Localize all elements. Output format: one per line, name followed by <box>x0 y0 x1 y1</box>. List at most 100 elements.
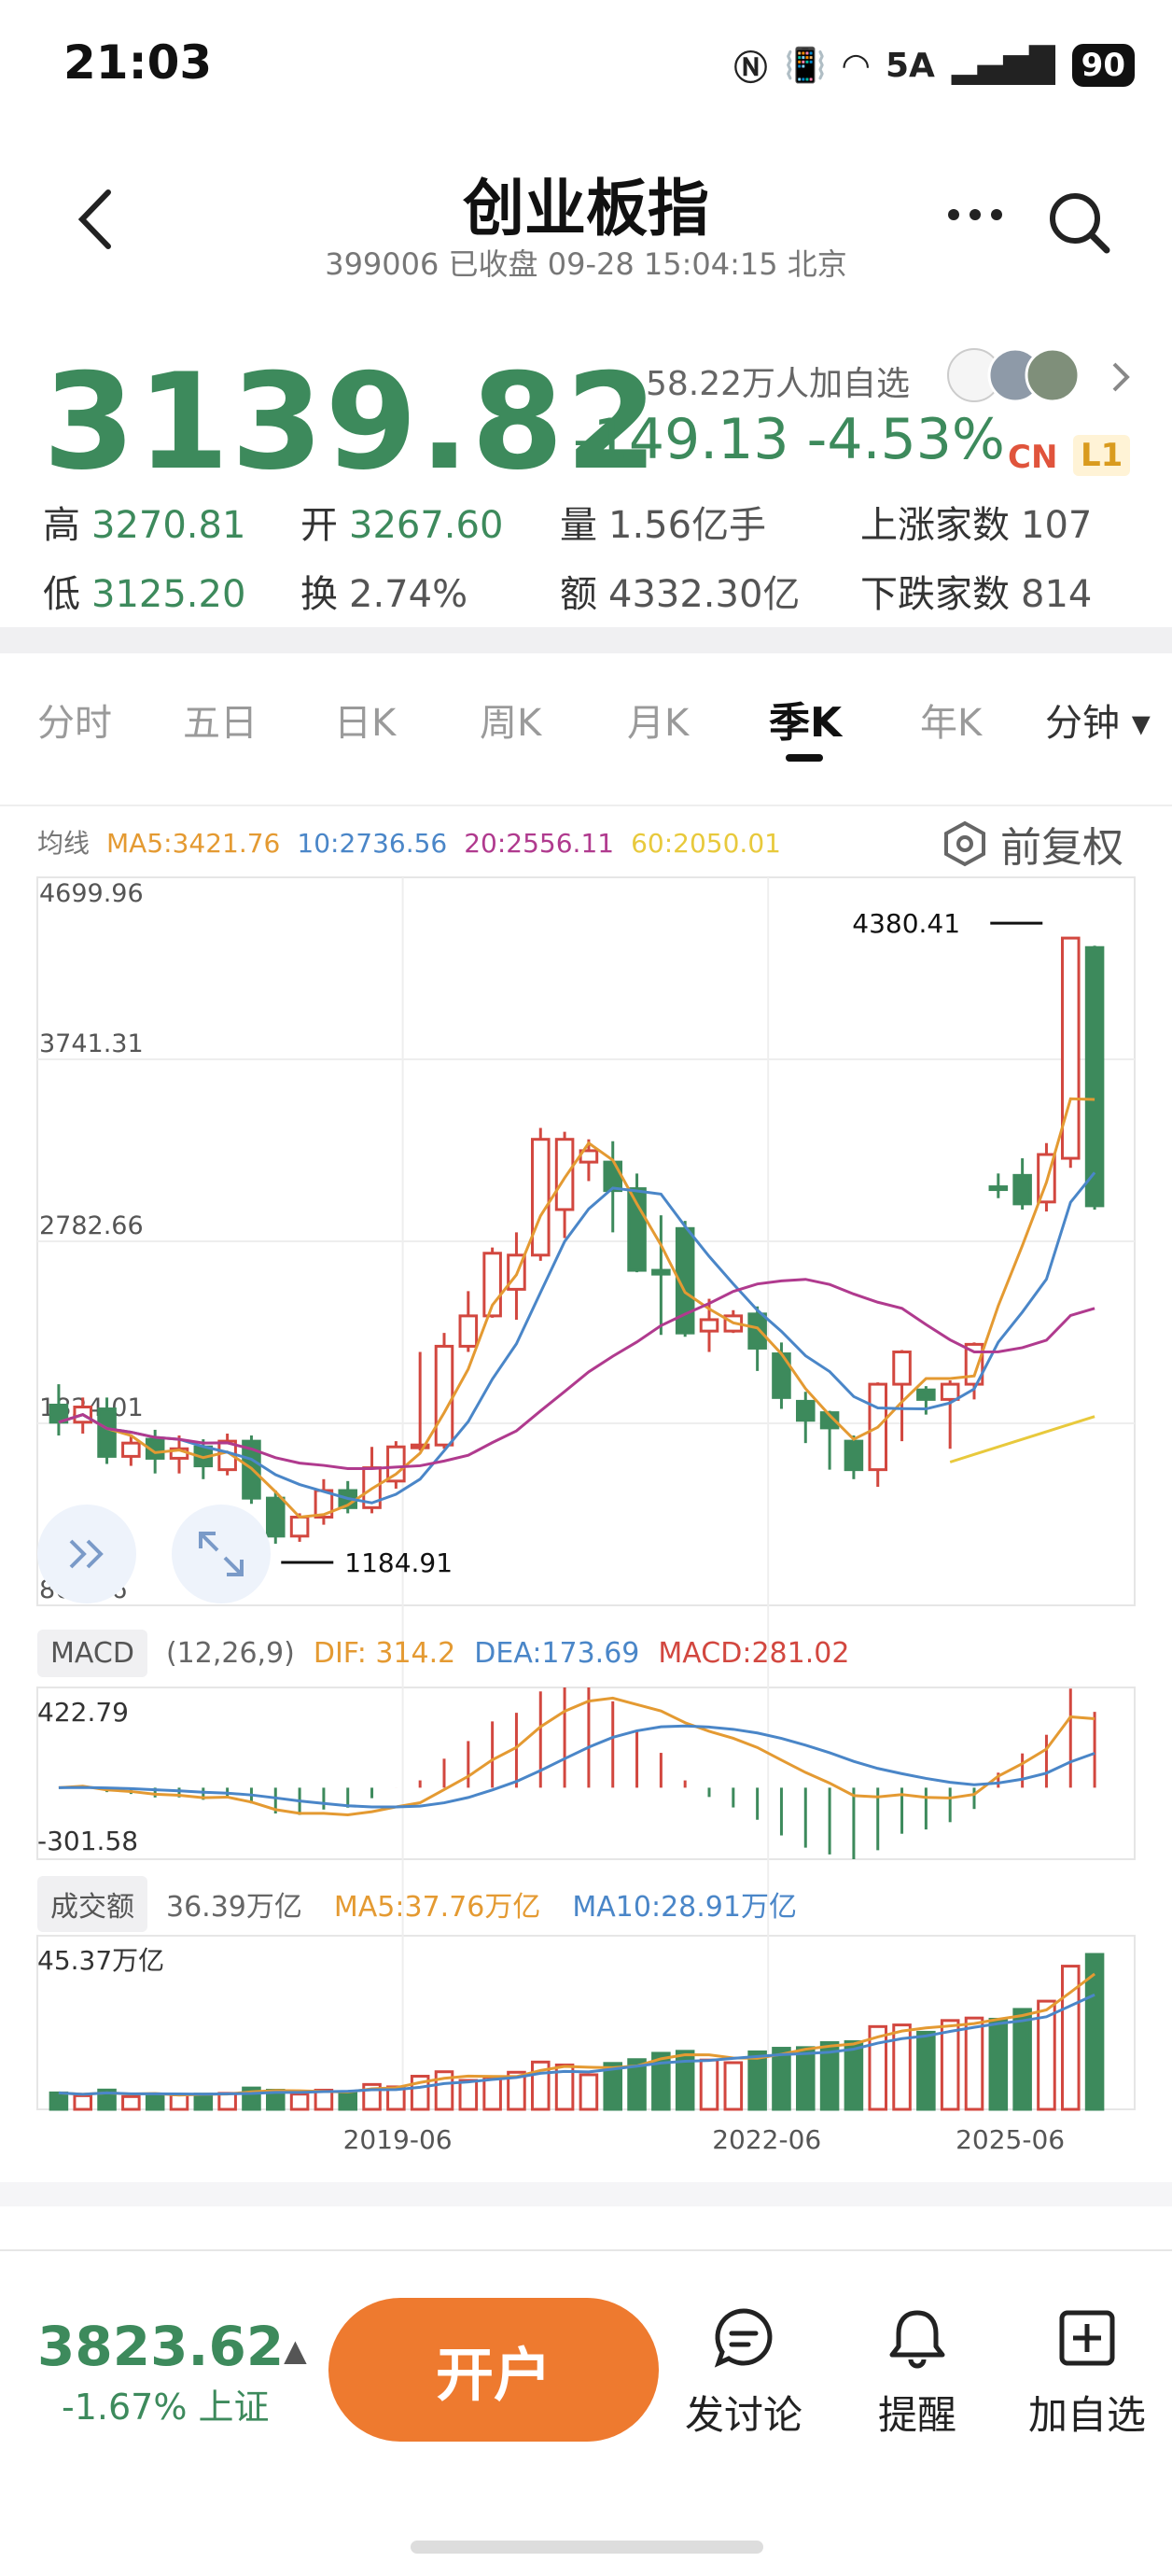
more-icon[interactable] <box>942 196 1008 233</box>
open-account-button[interactable]: 开户 <box>328 2298 659 2442</box>
volume-bar <box>603 2062 623 2111</box>
shanghai-index-change[interactable]: -1.67% 上证 <box>62 2387 270 2428</box>
settings-hex-icon <box>944 820 985 867</box>
volume-ma10-line <box>58 1993 1095 2096</box>
market-state: 已收盘 <box>448 246 538 282</box>
stat-volume: 量 1.56亿手 <box>560 504 767 547</box>
battery-icon: 90 <box>1071 44 1135 87</box>
page-subtitle: 399006 已收盘 09-28 15:04:15 北京 <box>0 241 1172 284</box>
volume-bar <box>772 2047 791 2111</box>
volume-bar <box>699 2058 719 2111</box>
volume-bar <box>627 2058 647 2111</box>
tab-quarterly-k[interactable]: 季K <box>769 699 843 747</box>
add-watchlist-label: 加自选 <box>1027 2392 1146 2438</box>
candle <box>747 1312 767 1350</box>
volume-bar <box>458 2079 479 2111</box>
ma5-line <box>58 1097 1095 1519</box>
back-icon[interactable] <box>73 187 119 252</box>
alert-label: 提醒 <box>877 2392 956 2438</box>
watch-count[interactable]: 58.22万人加自选 <box>646 365 911 403</box>
stats-row-1: 高 3270.81 开 3267.60 量 1.56亿手 上涨家数 107 <box>43 495 1144 554</box>
signal-label: 5A <box>886 46 935 85</box>
ma60-line <box>949 1415 1095 1463</box>
volume-bar <box>1084 1953 1105 2111</box>
level-badge-l1[interactable]: L1 <box>1073 435 1131 476</box>
region: 北京 <box>787 246 847 282</box>
chevron-right-icon[interactable] <box>1107 358 1135 396</box>
volume-bar <box>1060 1965 1081 2111</box>
market-badge-cn: CN <box>1008 439 1058 476</box>
volume-bar <box>145 2093 165 2111</box>
tab-intraday[interactable]: 分时 <box>37 702 112 745</box>
fullscreen-button[interactable] <box>172 1505 271 1603</box>
shanghai-index-price[interactable]: 3823.62▲ <box>37 2315 307 2378</box>
candle <box>97 1407 117 1458</box>
expand-indicators-button[interactable] <box>37 1505 136 1603</box>
discuss-button[interactable]: 发讨论 <box>664 2305 823 2441</box>
volume-bar <box>554 2063 575 2111</box>
y-tick-label: 2782.66 <box>39 1211 144 1240</box>
candle <box>554 1138 575 1211</box>
volume-bar <box>868 2024 888 2111</box>
macd-min-label: -301.58 <box>37 1826 138 1856</box>
volume-bar <box>482 2075 502 2111</box>
ma20-line <box>58 1278 1095 1471</box>
tab-daily-k[interactable]: 日K <box>334 702 397 745</box>
signal-icon: ▂▄▆█ <box>951 46 1055 85</box>
candle <box>121 1441 141 1458</box>
volume-bar <box>964 2016 984 2111</box>
candle <box>386 1445 406 1483</box>
volume-bar <box>217 2092 237 2111</box>
ma10-line <box>58 1171 1096 1505</box>
price-adjust-toggle[interactable]: 前复权 <box>941 814 1123 874</box>
status-time: 21:03 <box>63 35 213 90</box>
macd-chart-frame <box>36 1687 1136 1860</box>
tab-active-indicator <box>786 754 823 762</box>
search-icon[interactable] <box>1043 187 1114 258</box>
volume-bar <box>723 2061 744 2111</box>
stat-up-count: 上涨家数 107 <box>860 504 1093 547</box>
section-divider <box>0 627 1172 653</box>
volume-ma5: MA5:37.76万亿 <box>333 1891 541 1924</box>
candle <box>844 1439 864 1472</box>
y-tick-label: 4699.96 <box>39 879 144 908</box>
kline-chart[interactable]: 4699.963741.312782.661824.01865.364380.4… <box>0 868 1172 2175</box>
ma20-value: 20:2556.11 <box>464 828 615 859</box>
stat-low: 低 3125.20 <box>43 573 246 616</box>
volume-bar <box>169 2093 189 2111</box>
y-tick-label: 3741.31 <box>39 1029 144 1058</box>
status-icons: Ⓝ 📳 ◠ 5A ▂▄▆█ 90 <box>733 41 1135 90</box>
add-watchlist-button[interactable]: 加自选 <box>1008 2305 1166 2441</box>
alert-button[interactable]: 提醒 <box>838 2305 997 2441</box>
ma5-value: MA5:3421.76 <box>106 828 281 859</box>
volume-bar <box>1037 1999 1056 2111</box>
volume-bar <box>988 2017 1009 2111</box>
tab-weekly-k[interactable]: 周K <box>480 702 542 745</box>
volume-bar <box>338 2090 358 2111</box>
macd-indicator-chip[interactable]: MACD <box>37 1630 147 1677</box>
tab-yearly-k[interactable]: 年K <box>920 702 983 745</box>
stat-down-count: 下跌家数 814 <box>860 573 1093 616</box>
fullscreen-icon <box>199 1532 244 1576</box>
tab-five-day[interactable]: 五日 <box>183 702 258 745</box>
home-indicator <box>411 2541 763 2554</box>
bell-icon <box>889 2310 945 2369</box>
watcher-avatars[interactable] <box>942 345 1082 405</box>
volume-indicator-chip[interactable]: 成交额 <box>37 1876 147 1932</box>
bottom-bar-divider <box>0 2249 1172 2251</box>
volume-max-label: 45.37万亿 <box>37 1945 164 1976</box>
volume-bar <box>819 2041 840 2111</box>
candle <box>603 1160 623 1193</box>
candle <box>458 1314 479 1348</box>
x-tick-label: 2025-06 <box>956 2124 1065 2155</box>
volume-bar <box>121 2094 141 2111</box>
stock-code: 399006 <box>325 246 440 282</box>
volume-legend: 成交额 36.39万亿 MA5:37.76万亿 MA10:28.91万亿 <box>37 1876 797 1932</box>
page-title: 创业板指 <box>463 173 709 245</box>
volume-bar <box>651 2051 671 2111</box>
tabs-separator <box>0 805 1172 806</box>
tab-minute-dropdown[interactable]: 分钟 ▾ <box>1045 702 1151 745</box>
volume-bar <box>795 2046 816 2111</box>
ma10-value: 10:2736.56 <box>297 828 448 859</box>
tab-monthly-k[interactable]: 月K <box>627 702 690 745</box>
